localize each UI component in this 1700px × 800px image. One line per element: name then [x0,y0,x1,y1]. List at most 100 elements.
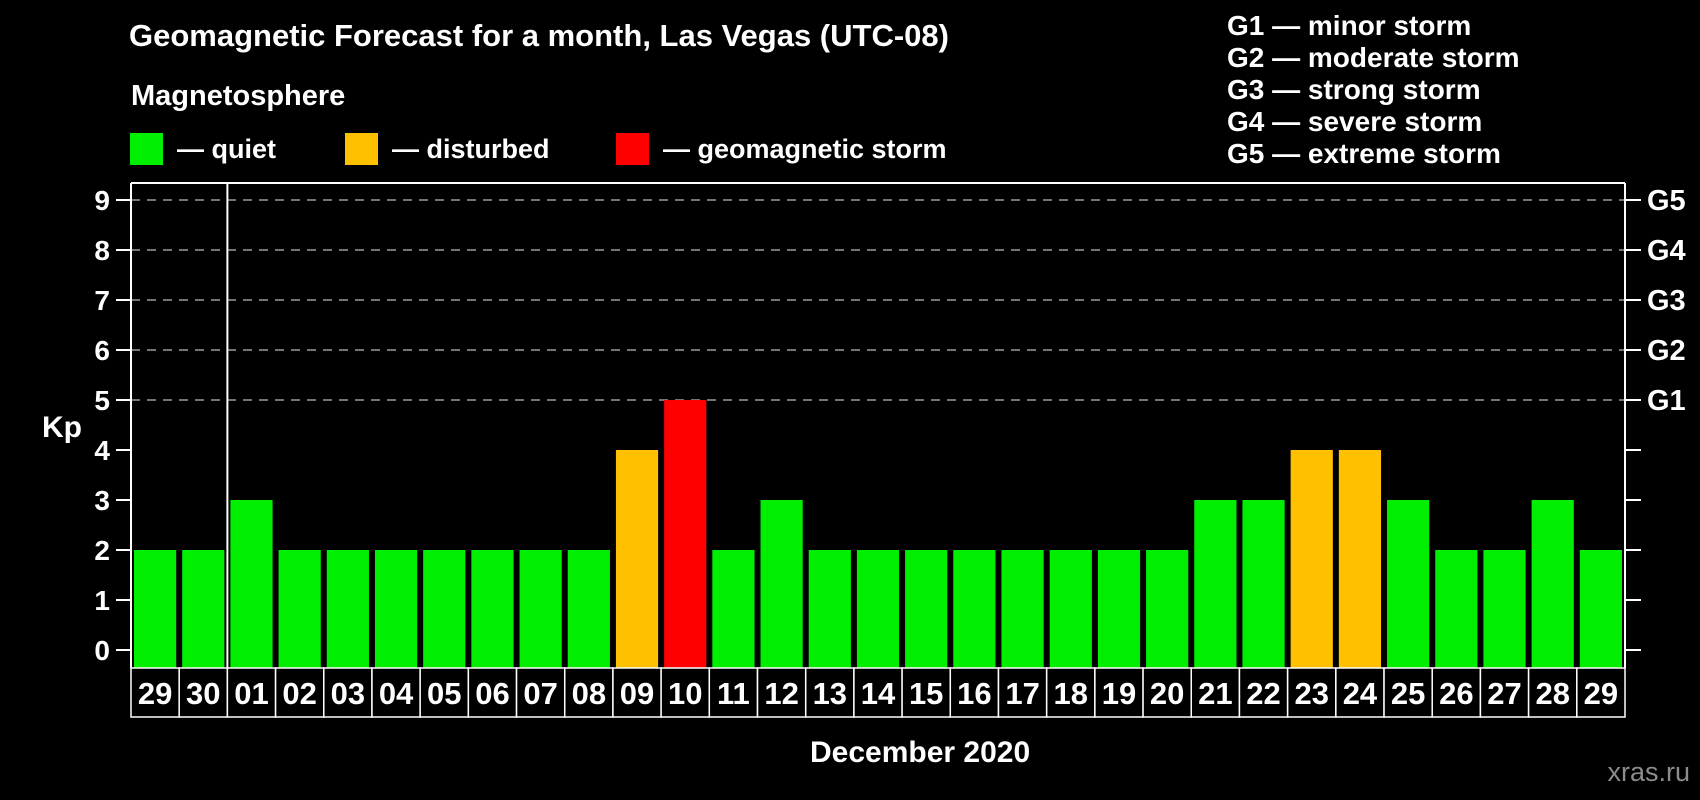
day-label-05: 05 [427,676,461,711]
page-title: Geomagnetic Forecast for a month, Las Ve… [129,18,949,53]
kp-bar-day-12 [760,500,803,668]
y-tick-label-5: 5 [94,385,110,416]
y-tick-label-2: 2 [94,535,110,566]
y-tick-label-0: 0 [94,635,110,666]
kp-bar-day-26 [1435,550,1478,668]
g-axis-label-G3: G3 [1647,285,1686,317]
kp-bar-day-30 [182,550,225,668]
day-label-29: 29 [1584,676,1618,711]
legend-item-quiet: — quiet [130,133,276,165]
kp-bar-day-29 [134,550,177,668]
legend-item-disturbed: — disturbed [345,133,550,165]
day-label-07: 07 [523,676,557,711]
day-label-box-12 [756,667,807,718]
kp-bar-day-13 [808,550,851,668]
day-label-box-17 [997,667,1048,718]
kp-bar-day-28 [1531,500,1574,668]
day-label-11: 11 [717,676,750,711]
watermark: xras.ru [1607,757,1690,787]
day-label-20: 20 [1150,676,1184,711]
day-label-16: 16 [957,676,991,711]
g-axis-label-G1: G1 [1647,385,1686,417]
legend-label-storm: — geomagnetic storm [663,133,947,164]
legend-item-storm: — geomagnetic storm [616,133,947,165]
g-axis-label-G2: G2 [1647,335,1686,367]
day-label-box-30 [178,667,229,718]
kp-bar-day-29 [1579,550,1622,668]
day-label-30: 30 [186,676,220,711]
day-label-23: 23 [1294,676,1328,711]
day-label-box-08 [563,667,614,718]
kp-bar-day-01 [230,500,273,668]
kp-bar-day-23 [1290,450,1333,668]
kp-bar-day-18 [1049,550,1092,668]
g3-legend-line: G3 — strong storm [1227,74,1481,105]
day-label-09: 09 [620,676,654,711]
day-label-27: 27 [1487,676,1521,711]
day-label-box-01 [226,667,277,718]
kp-bar-day-24 [1338,450,1382,668]
day-label-box-02 [274,667,325,718]
y-tick-label-4: 4 [94,435,110,466]
day-label-box-06 [467,667,518,718]
y-tick-label-9: 9 [94,185,110,216]
kp-bar-day-03 [326,550,369,668]
day-label-04: 04 [379,676,414,711]
day-label-box-22 [1238,667,1289,718]
kp-bar-day-16 [953,550,996,668]
quiet-color-swatch [130,133,163,165]
kp-bar-day-21 [1194,500,1237,668]
x-axis-title: December 2020 [810,736,1031,769]
day-label-10: 10 [668,676,702,711]
day-label-box-16 [949,667,1000,718]
day-label-box-26 [1431,667,1482,718]
day-label-box-19 [1094,667,1144,718]
g-axis-label-G4: G4 [1647,235,1686,267]
g5-legend-line: G5 — extreme storm [1227,138,1501,169]
g1-legend-line: G1 — minor storm [1227,10,1472,41]
g-axis-label-G5: G5 [1647,185,1686,217]
kp-bar-day-11 [712,550,755,668]
day-label-13: 13 [813,676,847,711]
kp-bar-day-10 [664,400,707,668]
y-tick-label-7: 7 [94,285,110,316]
day-label-21: 21 [1198,676,1232,711]
day-label-14: 14 [861,676,896,711]
day-label-box-29 [1576,667,1626,718]
y-tick-label-6: 6 [94,335,110,366]
day-label-02: 02 [282,676,316,711]
day-label-box-10 [660,667,711,718]
disturbed-color-swatch [345,133,378,165]
day-label-28: 28 [1535,676,1569,711]
kp-bar-day-07 [519,550,562,668]
day-label-22: 22 [1246,676,1280,711]
day-label-box-04 [371,667,421,718]
day-label-06: 06 [475,676,509,711]
day-label-17: 17 [1005,676,1039,711]
day-label-box-09 [612,667,662,718]
day-label-12: 12 [764,676,798,711]
day-label-24: 24 [1343,676,1378,711]
kp-bar-day-02 [278,550,321,668]
day-label-box-03 [323,667,373,718]
storm-color-swatch [616,133,649,165]
kp-bar-day-09 [615,450,659,668]
y-axis-title: Kp [42,411,82,444]
kp-bar-day-25 [1387,500,1430,668]
day-label-08: 08 [572,676,606,711]
g4-legend-line: G4 — severe storm [1227,106,1483,137]
kp-bar-day-27 [1483,550,1526,668]
kp-bar-day-08 [567,550,610,668]
day-label-box-21 [1190,667,1241,718]
day-label-box-28 [1527,667,1578,718]
day-label-18: 18 [1054,676,1088,711]
kp-bar-day-04 [374,550,418,668]
day-label-01: 01 [234,676,268,711]
day-label-box-23 [1286,667,1337,718]
kp-bar-day-19 [1097,550,1141,668]
kp-bar-day-17 [1001,550,1044,668]
day-label-box-15 [901,667,952,718]
g-scale-legend: G1 — minor storm G2 — moderate storm G3 … [1227,10,1520,170]
day-label-25: 25 [1391,676,1425,711]
y-tick-label-3: 3 [94,485,110,516]
